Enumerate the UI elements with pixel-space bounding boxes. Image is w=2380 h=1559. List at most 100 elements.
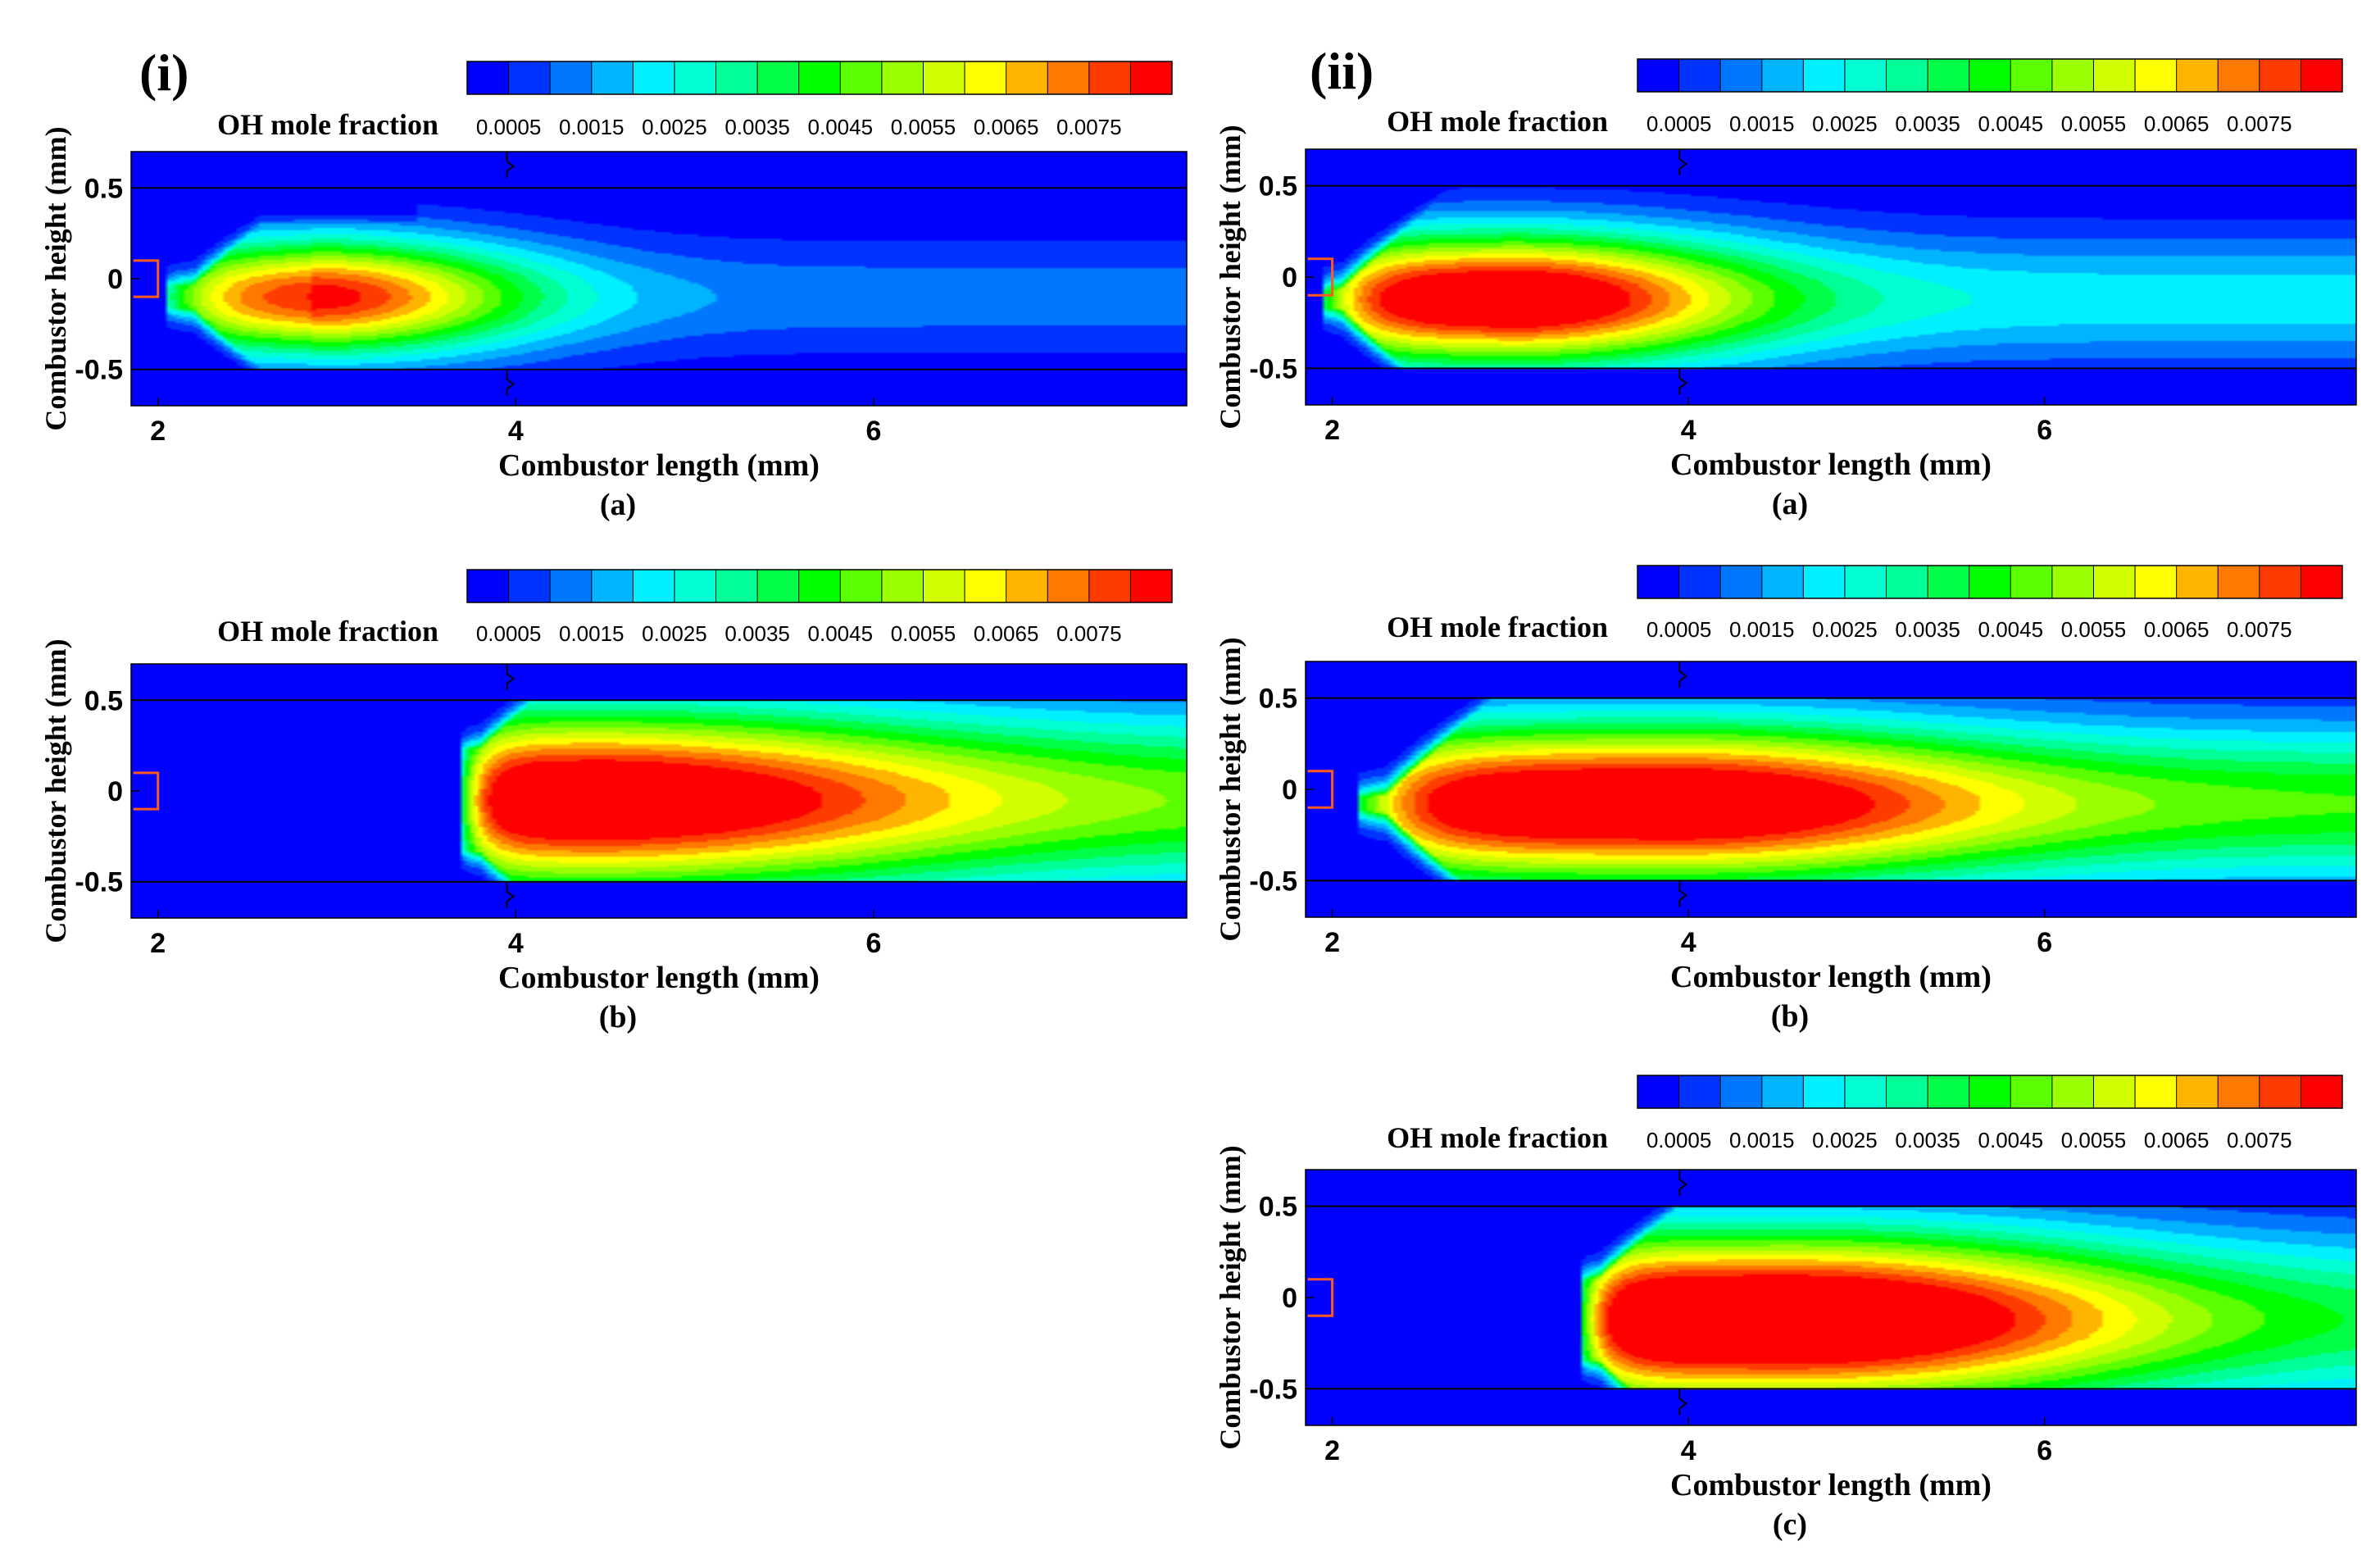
colorbar-title: OH mole fraction xyxy=(217,615,438,648)
x-tick-label: 6 xyxy=(2037,927,2052,958)
panel-label: (a) xyxy=(600,488,636,522)
x-tick-label: 6 xyxy=(866,416,882,447)
colorbar-tick-label: 0.0045 xyxy=(808,621,874,646)
colorbar-tick-label: 0.0015 xyxy=(559,621,625,646)
colorbar-swatch xyxy=(1720,566,1763,598)
panel-label: (b) xyxy=(1771,999,1809,1034)
colorbar-swatch xyxy=(2176,566,2219,598)
colorbar-tick-label: 0.0025 xyxy=(1812,617,1878,642)
x-axis-label: Combustor length (mm) xyxy=(498,448,820,483)
colorbar-swatch xyxy=(2051,59,2094,92)
colorbar-swatch xyxy=(1088,61,1131,94)
y-tick-label: 0.5 xyxy=(84,685,123,716)
inlet-bracket xyxy=(133,771,160,811)
x-axis-label: Combustor length (mm) xyxy=(498,961,820,995)
x-tick-label: 4 xyxy=(1681,1435,1696,1466)
colorbar-swatch xyxy=(1637,1075,1680,1108)
colorbar-swatch xyxy=(467,61,510,94)
colorbar-tick-label: 0.0065 xyxy=(2144,1128,2210,1152)
y-tick-label: -0.5 xyxy=(1249,353,1297,384)
column-label-i: (i) xyxy=(139,43,188,102)
colorbar-tick-label: 0.0045 xyxy=(1978,1128,2044,1152)
x-tick-label: 4 xyxy=(508,416,524,447)
colorbar-swatch xyxy=(2010,566,2053,598)
colorbar-swatch xyxy=(1969,1075,2011,1108)
colorbar-swatch xyxy=(1844,566,1887,598)
colorbar-swatch xyxy=(1761,566,1804,598)
colorbar-swatch xyxy=(1886,566,1928,598)
colorbar-tick-label: 0.0075 xyxy=(1056,115,1122,139)
colorbar-swatch xyxy=(1969,59,2011,92)
colorbar-tick-label: 0.0065 xyxy=(974,115,1039,139)
colorbar-tick-label: 0.0025 xyxy=(1812,111,1878,136)
colorbar-swatch xyxy=(1886,1075,1928,1108)
wall-marker-0 xyxy=(506,664,516,690)
inlet-bracket xyxy=(133,259,160,298)
y-axis-label: Combustor height (mm) xyxy=(1214,637,1247,941)
y-tick-label: 0.5 xyxy=(1259,1192,1297,1223)
x-tick-label: 2 xyxy=(1324,415,1340,446)
y-axis-label: Combustor height (mm) xyxy=(1214,125,1247,429)
heatmap-field xyxy=(131,664,1187,918)
colorbar-swatch xyxy=(508,570,551,602)
colorbar-swatch xyxy=(467,570,510,602)
colorbar-swatch xyxy=(674,61,717,94)
colorbar-tick-label: 0.0005 xyxy=(476,115,542,139)
colorbar-swatch xyxy=(2051,566,2094,598)
y-axis-label: Combustor height (mm) xyxy=(1214,1145,1247,1449)
colorbar-swatch xyxy=(1006,570,1048,602)
colorbar-swatch xyxy=(2301,59,2343,92)
colorbar-swatch xyxy=(715,61,758,94)
panels: 0.5 0 -0.5 2 4 6 Combustor length (mm) Combusto… xyxy=(39,58,2357,1542)
x-axis-label: Combustor length (mm) xyxy=(1670,1468,1992,1502)
colorbar-title: OH mole fraction xyxy=(1387,1121,1608,1154)
colorbar-tick-label: 0.0045 xyxy=(808,115,874,139)
wall-marker-0 xyxy=(1678,149,1687,175)
y-tick-label: 0 xyxy=(107,264,123,295)
colorbar-frame xyxy=(466,569,1173,603)
x-tick-label: 2 xyxy=(150,416,166,447)
colorbar-swatch xyxy=(1969,566,2011,598)
colorbar-swatch xyxy=(923,570,965,602)
colorbar-swatch xyxy=(1637,59,1680,92)
colorbar-frame xyxy=(1637,58,2343,93)
panel-0: 0.5 0 -0.5 2 4 6 Combustor length (mm) Combusto… xyxy=(39,61,1188,522)
colorbar-swatch xyxy=(881,61,924,94)
colorbar-tick-label: 0.0075 xyxy=(2227,111,2292,136)
colorbar-swatch xyxy=(1006,61,1048,94)
colorbar-swatch xyxy=(757,61,800,94)
y-tick-label: 0 xyxy=(1282,775,1297,806)
colorbar-swatch xyxy=(1088,570,1131,602)
panel-label: (c) xyxy=(1773,1507,1807,1542)
colorbar-swatch xyxy=(1130,61,1173,94)
colorbar-swatch xyxy=(1928,566,1970,598)
x-tick-label: 2 xyxy=(1324,927,1340,958)
wall-marker-1 xyxy=(1678,368,1687,395)
colorbar-tick-label: 0.0005 xyxy=(476,621,542,646)
inlet-bracket xyxy=(1307,1278,1334,1317)
colorbar-title: OH mole fraction xyxy=(1387,611,1608,643)
colorbar-swatch xyxy=(798,570,841,602)
colorbar-swatch xyxy=(1047,570,1090,602)
colorbar-swatch xyxy=(550,570,593,602)
colorbar-tick-label: 0.0075 xyxy=(2227,617,2292,642)
colorbar-tick-label: 0.0025 xyxy=(1812,1128,1878,1152)
colorbar-swatch xyxy=(1678,1075,1721,1108)
colorbar-frame xyxy=(466,61,1173,95)
colorbar-tick-label: 0.0035 xyxy=(1895,617,1960,642)
colorbar-swatch xyxy=(2010,1075,2053,1108)
colorbar-title: OH mole fraction xyxy=(217,108,438,141)
colorbar-tick-label: 0.0035 xyxy=(724,621,790,646)
y-tick-label: 0.5 xyxy=(84,173,123,204)
colorbar-swatch xyxy=(1678,59,1721,92)
y-tick-label: 0 xyxy=(107,776,123,807)
colorbar-swatch xyxy=(1637,566,1680,598)
colorbar-swatch xyxy=(840,61,883,94)
panel-label: (a) xyxy=(1772,487,1808,521)
colorbar-tick-label: 0.0025 xyxy=(642,621,707,646)
colorbar-swatch xyxy=(2176,59,2219,92)
colorbar-swatch xyxy=(965,570,1007,602)
colorbar-tick-label: 0.0075 xyxy=(2227,1128,2292,1152)
colorbar-tick-label: 0.0065 xyxy=(2144,617,2210,642)
y-tick-label: -0.5 xyxy=(75,355,123,386)
